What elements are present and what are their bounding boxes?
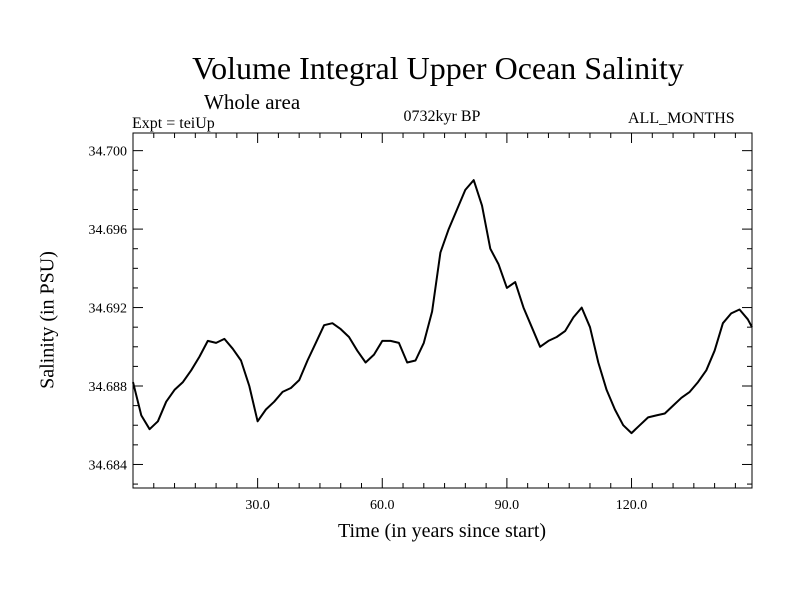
chart-subtitle: Whole area [204,90,301,114]
plot-frame [132,132,753,489]
x-tick-label: 30.0 [245,498,270,513]
y-tick-label: 34.700 [89,145,128,160]
axis-ticks [133,133,752,488]
x-axis-label: Time (in years since start) [337,520,547,542]
y-tick-label: 34.696 [89,223,128,238]
period-label: 0732kyr BP [403,108,481,125]
y-tick-label: 34.684 [89,458,128,473]
salinity-series-line [132,179,753,435]
x-tick-label: 90.0 [495,498,520,513]
y-tick-label: 34.688 [89,380,128,395]
months-label: ALL_MONTHS [628,110,735,127]
chart-title: Volume Integral Upper Ocean Salinity [192,50,684,86]
experiment-label: Expt = teiUp [132,115,215,132]
tick-labels: 30.0 60.0 90.0 120.0 34.684 34.688 34.692 34.69… [89,145,648,513]
y-tick-label: 34.692 [89,302,128,317]
x-tick-label: 120.0 [616,498,648,513]
x-tick-label: 60.0 [370,498,395,513]
